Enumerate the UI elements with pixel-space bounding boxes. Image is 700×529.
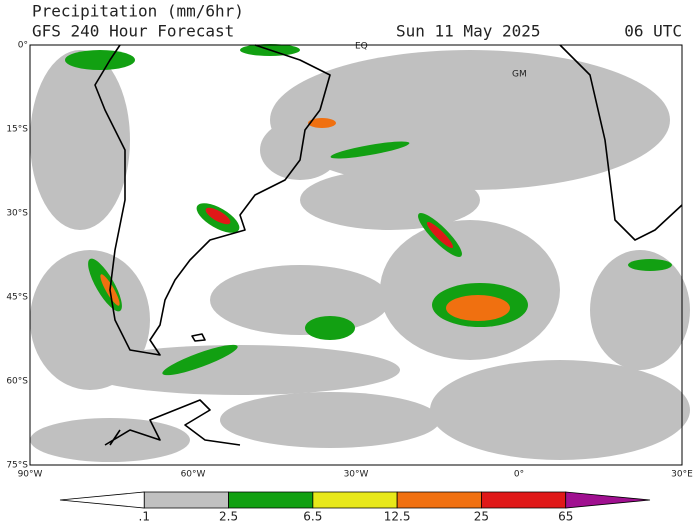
heavy-precip	[65, 44, 672, 376]
lon-label: 30°E	[671, 470, 693, 480]
colorbar-label: 25	[474, 510, 489, 524]
title: Precipitation (mm/6hr)	[32, 2, 244, 21]
light-precip	[30, 50, 690, 462]
africa-coast	[559, 44, 683, 241]
lat-labels: 0° 15°S 30°S 45°S 60°S 75°S	[6, 41, 28, 471]
lon-labels: 90°W 60°W 30°W 0° 30°E	[18, 470, 694, 480]
lat-label: 45°S	[6, 293, 28, 303]
colorbar-label: .1	[139, 510, 150, 524]
lat-label: 15°S	[6, 125, 28, 135]
colorbar-swatch	[481, 491, 567, 509]
date: Sun 11 May 2025	[396, 22, 541, 41]
model: GFS 240 Hour Forecast	[32, 22, 234, 41]
colorbar-label: 2.5	[219, 510, 238, 524]
falklands	[191, 333, 206, 342]
lat-label: 75°S	[6, 461, 28, 471]
time: 06 UTC	[624, 22, 682, 41]
lon-label: 60°W	[181, 470, 206, 480]
south-america-coast	[94, 44, 331, 356]
greenwich-marker: GM	[512, 70, 527, 80]
lat-label: 30°S	[6, 209, 28, 219]
colorbar: .1 2.5 6.5 12.5 25 65	[59, 491, 651, 524]
colorbar-swatch	[312, 491, 398, 509]
colorbar-swatch	[143, 491, 229, 509]
colorbar-swatch	[396, 491, 482, 509]
colorbar-swatch	[228, 491, 314, 509]
lon-label: 0°	[514, 470, 524, 480]
lon-label: 30°W	[344, 470, 369, 480]
map-frame	[29, 44, 683, 466]
colorbar-swatch	[59, 491, 145, 509]
antarctica-coast	[104, 399, 241, 446]
equator-marker: EQ	[355, 42, 368, 52]
colorbar-label: 65	[558, 510, 573, 524]
colorbar-label: 6.5	[303, 510, 322, 524]
colorbar-label: 12.5	[384, 510, 411, 524]
map: EQ GM	[29, 42, 690, 466]
lat-label: 0°	[18, 41, 28, 51]
lon-label: 90°W	[18, 470, 43, 480]
colorbar-swatch	[565, 491, 651, 509]
lat-label: 60°S	[6, 377, 28, 387]
